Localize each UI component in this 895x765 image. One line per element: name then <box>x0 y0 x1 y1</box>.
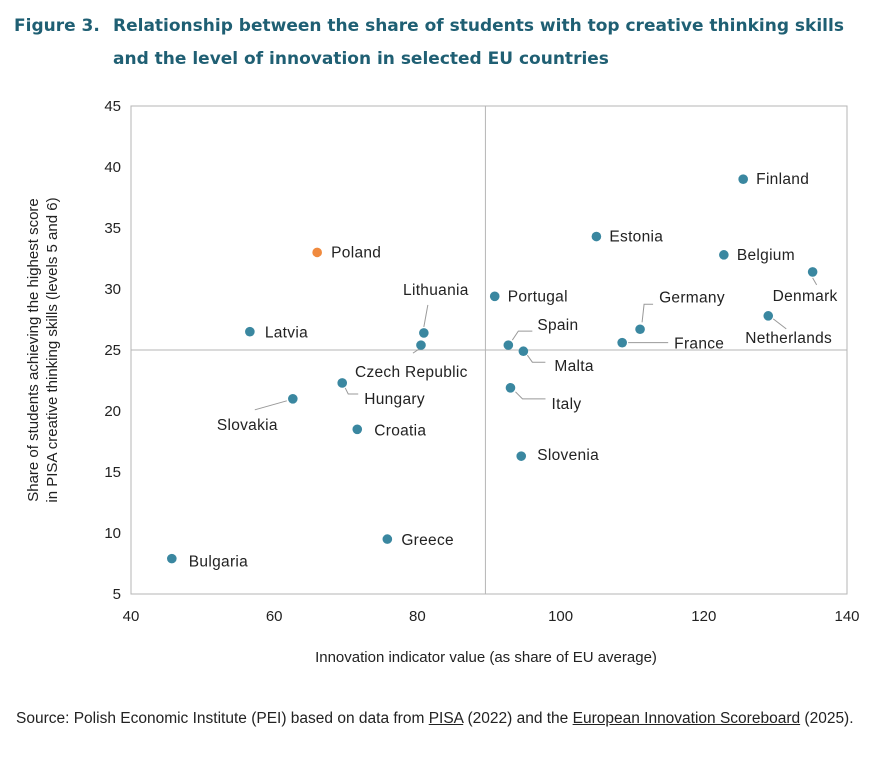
point-netherlands <box>763 311 774 321</box>
x-tick-label: 120 <box>691 608 716 625</box>
data-points <box>167 174 818 564</box>
label-leader-lines <box>254 277 818 411</box>
label-slovenia: Slovenia <box>537 447 599 464</box>
label-france: France <box>674 336 724 353</box>
pisa-link[interactable]: PISA <box>428 710 464 727</box>
y-tick-label: 35 <box>104 220 121 237</box>
leader-line-malta <box>526 354 546 363</box>
label-greece: Greece <box>401 532 454 549</box>
y-tick-label: 30 <box>104 281 121 298</box>
figure-title: Relationship between the share of studen… <box>113 16 844 69</box>
point-estonia <box>591 231 602 242</box>
x-axis-title: Innovation indicator value (as share of … <box>315 649 657 666</box>
point-portugal <box>489 291 500 302</box>
label-finland: Finland <box>756 171 809 188</box>
plot-area <box>130 105 848 595</box>
label-denmark: Denmark <box>773 288 838 305</box>
point-malta <box>518 346 529 357</box>
label-belgium: Belgium <box>737 247 795 264</box>
y-tick-label: 25 <box>104 342 121 359</box>
x-tick-label: 100 <box>548 608 573 625</box>
y-tick-label: 15 <box>104 464 121 481</box>
point-croatia <box>352 424 363 435</box>
source-prefix: Source: Polish Economic Institute (PEI) … <box>16 710 429 727</box>
label-estonia: Estonia <box>609 229 663 246</box>
leader-line-germany <box>641 303 654 323</box>
data-labels: Finland Estonia Belgium Denmark Poland Lithua… <box>189 171 838 570</box>
source-note: Source: Polish Economic Institute (PEI) … <box>16 708 881 730</box>
leader-line-denmark <box>812 277 818 286</box>
point-finland <box>738 174 748 184</box>
label-czech-republic: Czech Republic <box>355 364 468 381</box>
y-tick-label: 10 <box>104 525 121 542</box>
x-tick-label: 60 <box>266 608 283 625</box>
label-lithuania: Lithuania <box>403 282 469 299</box>
label-spain: Spain <box>537 317 578 334</box>
leader-line-italy <box>515 391 546 400</box>
y-tick-label: 45 <box>104 98 121 115</box>
point-greece <box>382 534 393 544</box>
point-latvia <box>245 326 255 337</box>
point-italy <box>505 383 516 393</box>
label-hungary: Hungary <box>364 391 425 408</box>
y-tick-label: 40 <box>104 159 121 176</box>
figure-number: Figure 3. <box>14 16 100 36</box>
y-tick-label: 20 <box>104 403 121 420</box>
point-slovenia <box>516 451 527 461</box>
point-germany <box>635 324 645 335</box>
x-tick-label: 80 <box>409 608 426 625</box>
point-poland <box>312 247 322 258</box>
y-tick-label: 5 <box>113 586 121 603</box>
source-suffix: (2025). <box>800 710 854 727</box>
point-belgium <box>719 250 729 260</box>
point-czech-republic <box>416 340 426 350</box>
point-lithuania <box>419 328 429 338</box>
axis-ticks: 40 60 80 100 120 140 5 10 15 20 25 30 35 40 45 <box>104 98 859 625</box>
leader-line-hungary <box>344 387 359 395</box>
x-tick-label: 140 <box>834 608 859 625</box>
label-italy: Italy <box>551 396 581 413</box>
label-netherlands: Netherlands <box>745 330 832 347</box>
y-axis-title-line1: Share of students achieving the highest … <box>25 198 42 502</box>
label-latvia: Latvia <box>265 325 308 342</box>
source-middle: (2022) and the <box>463 710 573 727</box>
y-axis-title-line2: in PISA creative thinking skills (levels… <box>44 197 61 502</box>
x-tick-label: 40 <box>123 608 140 625</box>
label-malta: Malta <box>554 358 593 375</box>
label-slovakia: Slovakia <box>217 417 278 434</box>
scatter-chart: 40 60 80 100 120 140 5 10 15 20 25 30 35 40 45 Finland… <box>25 98 860 666</box>
leader-line-netherlands <box>772 318 787 330</box>
label-bulgaria: Bulgaria <box>189 554 248 571</box>
leader-line-spain <box>511 330 533 341</box>
point-bulgaria <box>167 553 177 564</box>
label-croatia: Croatia <box>374 422 426 439</box>
leader-line-slovakia <box>254 400 287 411</box>
point-slovakia <box>288 394 298 404</box>
innovation-scoreboard-link[interactable]: European Innovation Scoreboard <box>572 710 801 727</box>
point-denmark <box>807 267 818 277</box>
label-germany: Germany <box>659 289 725 306</box>
leader-line-lithuania <box>423 304 429 328</box>
leader-line-czech-republic <box>412 348 420 354</box>
label-poland: Poland <box>331 244 381 261</box>
point-hungary <box>337 378 348 388</box>
label-portugal: Portugal <box>508 288 568 305</box>
point-france <box>617 337 627 348</box>
point-spain <box>503 340 514 350</box>
